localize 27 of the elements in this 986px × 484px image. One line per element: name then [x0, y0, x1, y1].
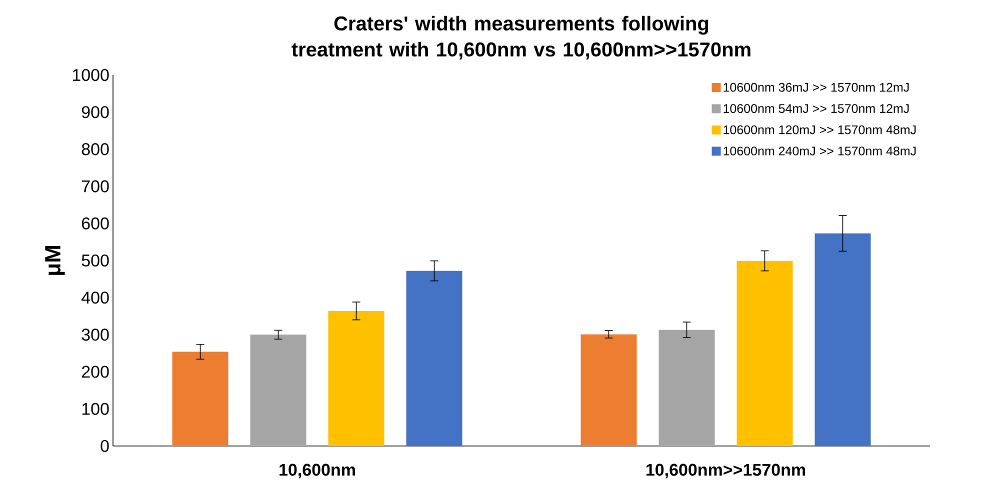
bar [172, 352, 228, 446]
y-tick-label: 100 [82, 402, 109, 415]
chart-title: Craters' width measurements following treatment with 10,600nm vs 10,600nm>>1570nm [292, 16, 750, 60]
bar [328, 310, 384, 446]
bar [250, 334, 306, 446]
x-tick-label: 10,600nm>>1570nm [646, 464, 806, 478]
bar [406, 270, 462, 446]
legend-label: 10600nm 54mJ >> 1570nm 12mJ [724, 104, 909, 113]
y-tick-label: 500 [82, 254, 109, 267]
bar [580, 334, 637, 446]
x-tick-label: 10,600nm [280, 464, 355, 478]
bar [658, 330, 715, 446]
y-tick-label: 400 [82, 292, 109, 304]
legend-label: 10600nm 36mJ >> 1570nm 12mJ [724, 82, 909, 92]
y-tick-label: 700 [82, 180, 109, 192]
bar [814, 233, 871, 446]
y-tick-label: 900 [82, 106, 109, 118]
y-axis-title: μM [45, 246, 65, 275]
legend-label: 10600nm 120mJ >> 1570nm 48mJ [724, 125, 916, 134]
y-tick-label: 1000 [72, 68, 109, 82]
legend-label: 10600nm 240mJ >> 1570nm 48mJ [724, 146, 916, 156]
y-tick-label: 200 [82, 366, 109, 378]
bar [736, 260, 793, 446]
y-tick-label: 300 [82, 328, 109, 341]
y-tick-label: 600 [82, 217, 109, 230]
y-tick-label: 0 [100, 440, 109, 452]
y-tick-label: 800 [82, 143, 109, 156]
